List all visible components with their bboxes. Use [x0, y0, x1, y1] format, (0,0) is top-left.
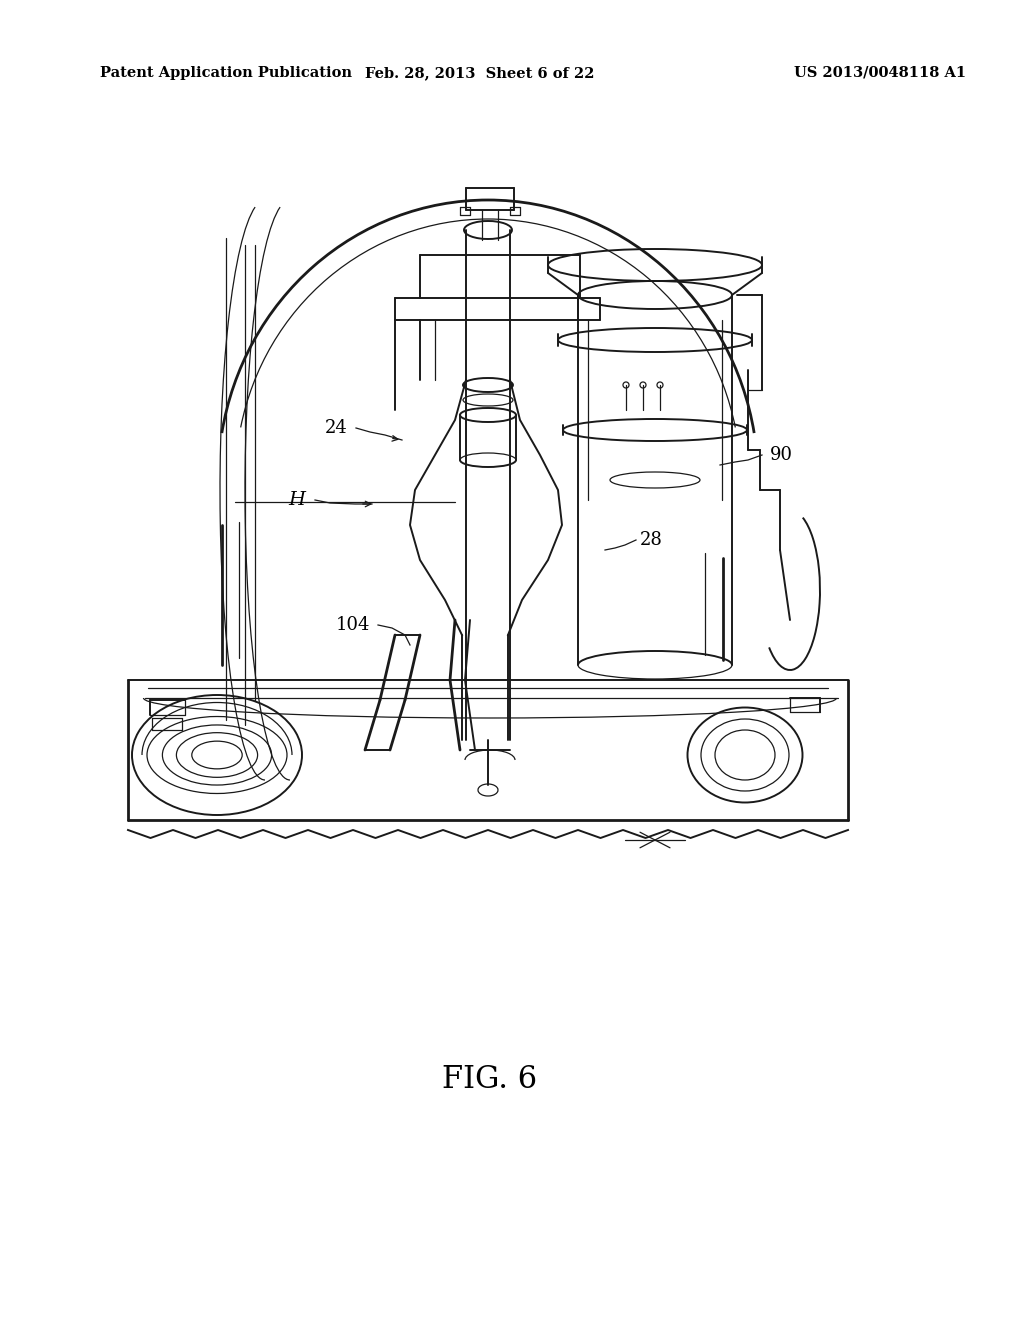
Text: 28: 28 — [640, 531, 663, 549]
Text: Feb. 28, 2013  Sheet 6 of 22: Feb. 28, 2013 Sheet 6 of 22 — [366, 66, 595, 81]
Text: H: H — [288, 491, 305, 510]
Text: Patent Application Publication: Patent Application Publication — [100, 66, 352, 81]
Text: 104: 104 — [336, 616, 370, 634]
Text: 24: 24 — [326, 418, 348, 437]
Text: US 2013/0048118 A1: US 2013/0048118 A1 — [794, 66, 966, 81]
Text: 90: 90 — [770, 446, 793, 465]
Text: FIG. 6: FIG. 6 — [442, 1064, 538, 1096]
